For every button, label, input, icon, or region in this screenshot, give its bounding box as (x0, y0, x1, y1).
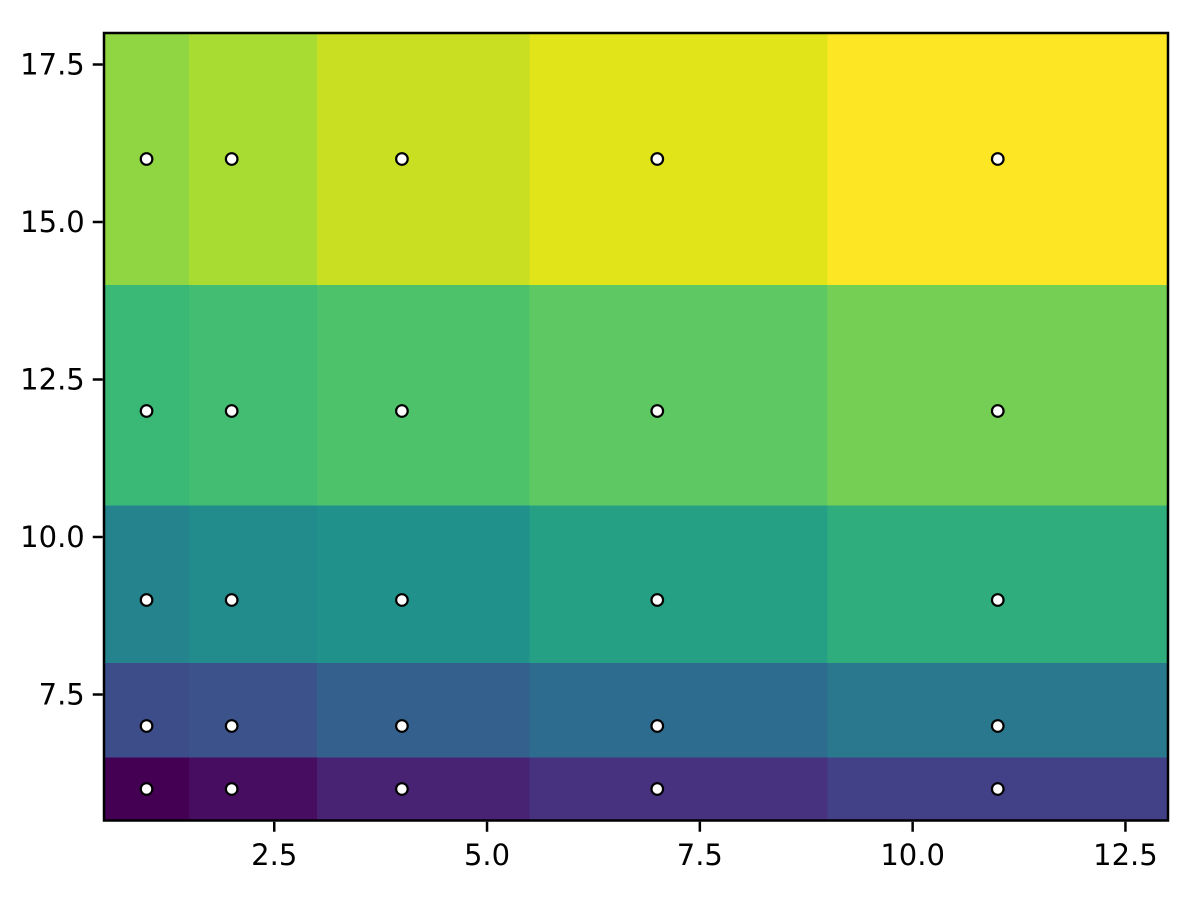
scatter-point (139, 152, 154, 166)
scatter-point (990, 152, 1005, 166)
heatmap-cell (529, 33, 828, 285)
scatter-point (139, 719, 154, 733)
y-tick-label: 7.5 (39, 678, 85, 712)
scatter-point (990, 719, 1005, 733)
axes-spines (102, 31, 1170, 822)
scatter-point (224, 404, 239, 418)
scatter-point (650, 782, 665, 796)
heatmap-cell (529, 505, 828, 663)
scatter-point (395, 782, 409, 796)
scatter-point (990, 404, 1005, 418)
y-tick-label: 10.0 (20, 520, 85, 554)
heatmap-cell (189, 285, 317, 506)
scatter-point (650, 719, 665, 733)
heatmap-cell (529, 285, 828, 506)
heatmap-cells-layer (104, 33, 1168, 821)
scatter-point (990, 593, 1005, 607)
scatter-point (395, 404, 409, 418)
y-tick-label: 12.5 (20, 363, 85, 397)
x-tick-label: 7.5 (677, 838, 723, 872)
heatmap-cell (104, 663, 190, 758)
scatter-point (224, 593, 239, 607)
y-tick-label: 15.0 (20, 205, 85, 239)
scatter-points-layer (139, 152, 1005, 796)
x-tick-label: 12.5 (1093, 838, 1158, 872)
heatmap-cell (104, 505, 190, 663)
heatmap-cell (316, 663, 530, 758)
heatmap-cell (827, 285, 1168, 506)
heatmap-cell (529, 663, 828, 758)
scatter-point (650, 404, 665, 418)
x-tick-label: 5.0 (464, 838, 510, 872)
scatter-point (990, 782, 1005, 796)
x-tick-label: 2.5 (251, 838, 297, 872)
heatmap-cell (189, 663, 317, 758)
scatter-point (224, 152, 239, 166)
heatmap-cell (189, 757, 317, 821)
scatter-point (650, 152, 665, 166)
heatmap-cell (316, 505, 530, 663)
scatter-point (395, 593, 409, 607)
heatmap-cell (189, 33, 317, 285)
heatmap-cell (316, 285, 530, 506)
heatmap-cell (189, 505, 317, 663)
scatter-point (139, 593, 154, 607)
scatter-point (395, 152, 409, 166)
heatmap-cell (827, 505, 1168, 663)
heatmap-cell (316, 33, 530, 285)
scatter-point (395, 719, 409, 733)
scatter-point (650, 593, 665, 607)
x-tick-label: 10.0 (880, 838, 945, 872)
y-tick-label: 17.5 (20, 48, 85, 82)
scatter-point (224, 719, 239, 733)
scatter-point (224, 782, 239, 796)
heatmap-cell (104, 285, 190, 506)
scatter-point (139, 782, 154, 796)
heatmap-cell (529, 757, 828, 821)
heatmap-cell (827, 663, 1168, 758)
scatter-point (139, 404, 154, 418)
heatmap-cell (316, 757, 530, 821)
axes-layer: 2.5 5.0 7.5 10.0 12.5 7.5 10.0 12.5 15.0 17.5 (20, 31, 1170, 872)
